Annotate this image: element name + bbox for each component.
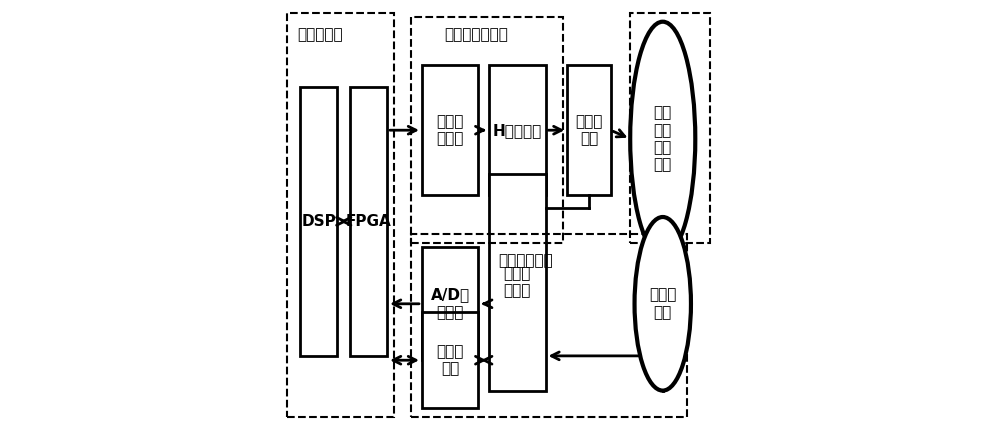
FancyBboxPatch shape [489, 65, 546, 195]
Text: 容错控制器: 容错控制器 [297, 27, 343, 42]
Text: 容错功率驱动器: 容错功率驱动器 [444, 27, 508, 42]
FancyBboxPatch shape [300, 87, 337, 356]
Text: 电流传
感器: 电流传 感器 [575, 114, 603, 146]
Text: 隔离驱
动电路: 隔离驱 动电路 [436, 114, 464, 146]
FancyBboxPatch shape [422, 65, 478, 195]
Text: H桥逆变器: H桥逆变器 [493, 123, 542, 138]
Ellipse shape [635, 217, 691, 391]
FancyBboxPatch shape [489, 174, 546, 391]
FancyBboxPatch shape [422, 312, 478, 408]
Text: A/D转
换电路: A/D转 换电路 [431, 288, 470, 320]
Text: 轴角变
换器: 轴角变 换器 [436, 344, 464, 376]
Text: 六相
永磁
容错
电机: 六相 永磁 容错 电机 [654, 105, 672, 172]
Text: FPGA: FPGA [346, 214, 392, 229]
Text: 旋转变
压器: 旋转变 压器 [649, 288, 676, 320]
Text: DSP: DSP [301, 214, 336, 229]
Text: 信号检测电路: 信号检测电路 [499, 253, 553, 268]
FancyBboxPatch shape [350, 87, 387, 356]
Ellipse shape [630, 22, 695, 256]
FancyBboxPatch shape [422, 247, 478, 360]
Text: 信号调
理电路: 信号调 理电路 [504, 266, 531, 298]
FancyBboxPatch shape [567, 65, 611, 195]
